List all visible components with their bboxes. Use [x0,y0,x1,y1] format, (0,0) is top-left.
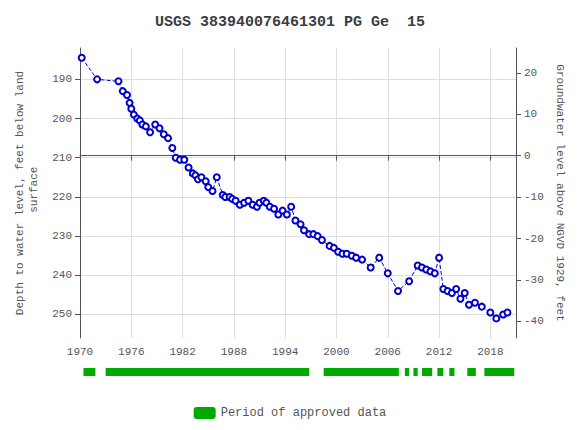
svg-text:1982: 1982 [169,346,195,358]
svg-text:-40: -40 [524,315,544,327]
svg-text:USGS 383940076461301 PG Ge 15: USGS 383940076461301 PG Ge 15 [155,14,425,31]
svg-text:0: 0 [524,150,531,162]
svg-text:20: 20 [524,67,537,79]
svg-text:2000: 2000 [323,346,349,358]
svg-text:220: 220 [52,191,72,203]
svg-text:190: 190 [52,73,72,85]
svg-text:230: 230 [52,230,72,242]
svg-text:1970: 1970 [67,346,93,358]
svg-text:240: 240 [52,269,72,281]
svg-text:1976: 1976 [118,346,144,358]
svg-text:210: 210 [52,152,72,164]
svg-text:Groundwater level above NGVD 1: Groundwater level above NGVD 1929, feet [554,64,566,321]
svg-text:250: 250 [52,308,72,320]
svg-text:2006: 2006 [375,346,401,358]
svg-text:2018: 2018 [477,346,503,358]
svg-text:1988: 1988 [221,346,247,358]
svg-text:2012: 2012 [426,346,452,358]
svg-text:-30: -30 [524,274,544,286]
svg-text:Period of approved data: Period of approved data [221,406,387,420]
svg-text:-20: -20 [524,233,544,245]
svg-text:surface: surface [28,167,40,220]
svg-text:200: 200 [52,113,72,125]
svg-text:Depth to water level, feet bel: Depth to water level, feet below land [14,71,26,315]
svg-text:1994: 1994 [272,346,299,358]
svg-text:10: 10 [524,108,537,120]
svg-text:-10: -10 [524,191,544,203]
